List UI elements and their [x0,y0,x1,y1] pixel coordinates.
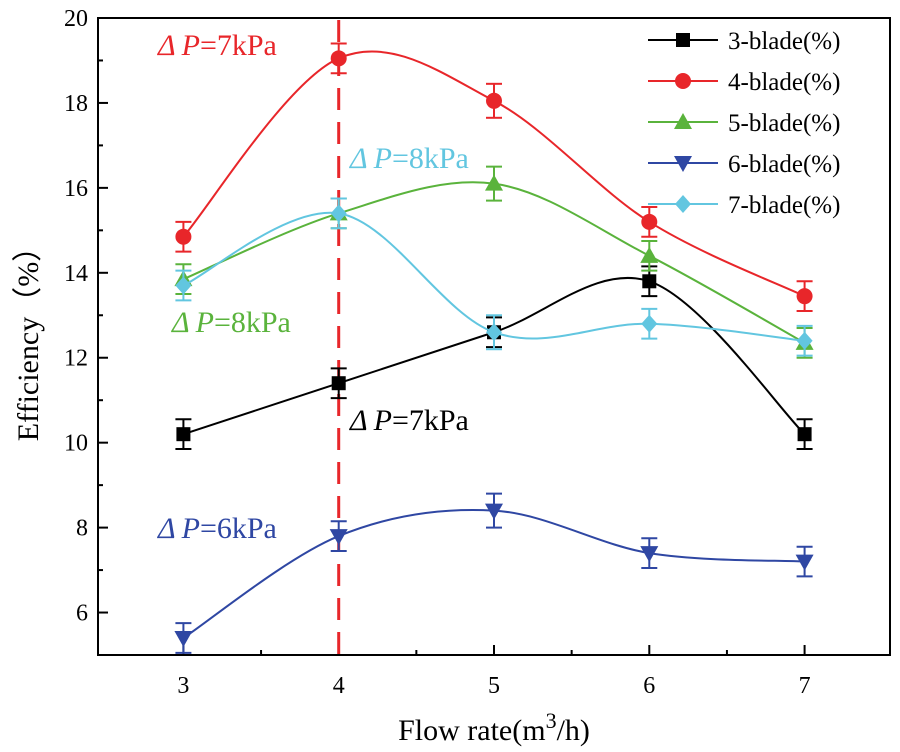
legend-item: 5-blade(%) [648,110,840,137]
legend-marker [674,156,692,172]
legend-label: 5-blade(%) [728,110,840,137]
data-point [175,228,192,245]
legend-marker [674,113,692,129]
series-4-blade [175,42,813,313]
annotation-delta-p: Δ P=8kPa [171,306,291,339]
data-point [641,213,658,230]
legend-item: 6-blade(%) [648,151,840,178]
y-tick-label: 18 [64,91,88,117]
legend-item: 4-blade(%) [648,69,840,96]
legend: 3-blade(%) 4-blade(%) 5-blade(%) 6-blade(%)… [648,28,840,219]
data-point [640,246,659,263]
y-tick-label: 20 [64,6,88,32]
annotation-delta-p: Δ P=6kPa [157,512,277,545]
y-tick-label: 14 [64,261,88,287]
annotation-layer: Δ P=7kPa Δ P=8kPa Δ P=8kPa Δ P=7kPa Δ P=6kPa [157,29,469,545]
data-point [797,427,812,442]
annotation-delta-p: Δ P=7kPa [157,29,277,62]
y-axis-title: Efficiency（%） [12,232,45,441]
series-5-blade [174,165,814,359]
x-axis-title: Flow rate(m3/h) [398,708,590,747]
data-point [175,276,192,295]
y-tick-label: 16 [64,176,88,202]
data-point [641,314,658,333]
series-7-blade [175,197,813,357]
legend-label: 3-blade(%) [728,28,840,55]
data-point [640,546,659,563]
data-point [330,204,347,223]
x-tick-label: 5 [488,673,500,699]
series-6-blade [174,492,814,654]
y-tick-label: 10 [64,431,88,457]
data-point [796,288,813,305]
legend-marker [676,33,690,47]
y-tick-label: 6 [76,601,88,627]
x-tick-label: 7 [799,673,811,699]
data-point [796,331,813,350]
series-line [183,276,806,436]
annotation-delta-p: Δ P=8kPa [349,142,469,175]
y-tick-label: 8 [76,516,88,542]
legend-item: 3-blade(%) [648,28,840,55]
x-tick-label: 4 [333,673,345,699]
data-point [795,554,814,571]
data-point [331,376,346,391]
data-point [642,274,657,289]
data-point [176,427,191,442]
data-point [330,50,347,67]
legend-label: 4-blade(%) [728,69,840,96]
legend-label: 6-blade(%) [728,151,840,178]
axes: 3 4 5 6 7 6 8 10 12 14 16 18 20 [64,6,891,699]
legend-label: 7-blade(%) [728,192,840,219]
series-layer [174,42,814,654]
data-point [485,174,503,191]
annotation-delta-p: Δ P=7kPa [349,404,469,437]
data-point [329,529,348,546]
data-point [485,503,503,520]
data-point [486,92,502,109]
x-tick-label: 3 [177,673,189,699]
data-point [486,323,502,342]
x-tick-label: 6 [643,673,655,699]
data-point [174,631,193,648]
legend-marker [675,73,691,89]
legend-marker [675,195,691,213]
legend-item: 7-blade(%) [648,192,840,219]
axis-titles: Flow rate(m3/h) Efficiency（%） [12,232,590,747]
y-tick-label: 12 [64,346,88,372]
